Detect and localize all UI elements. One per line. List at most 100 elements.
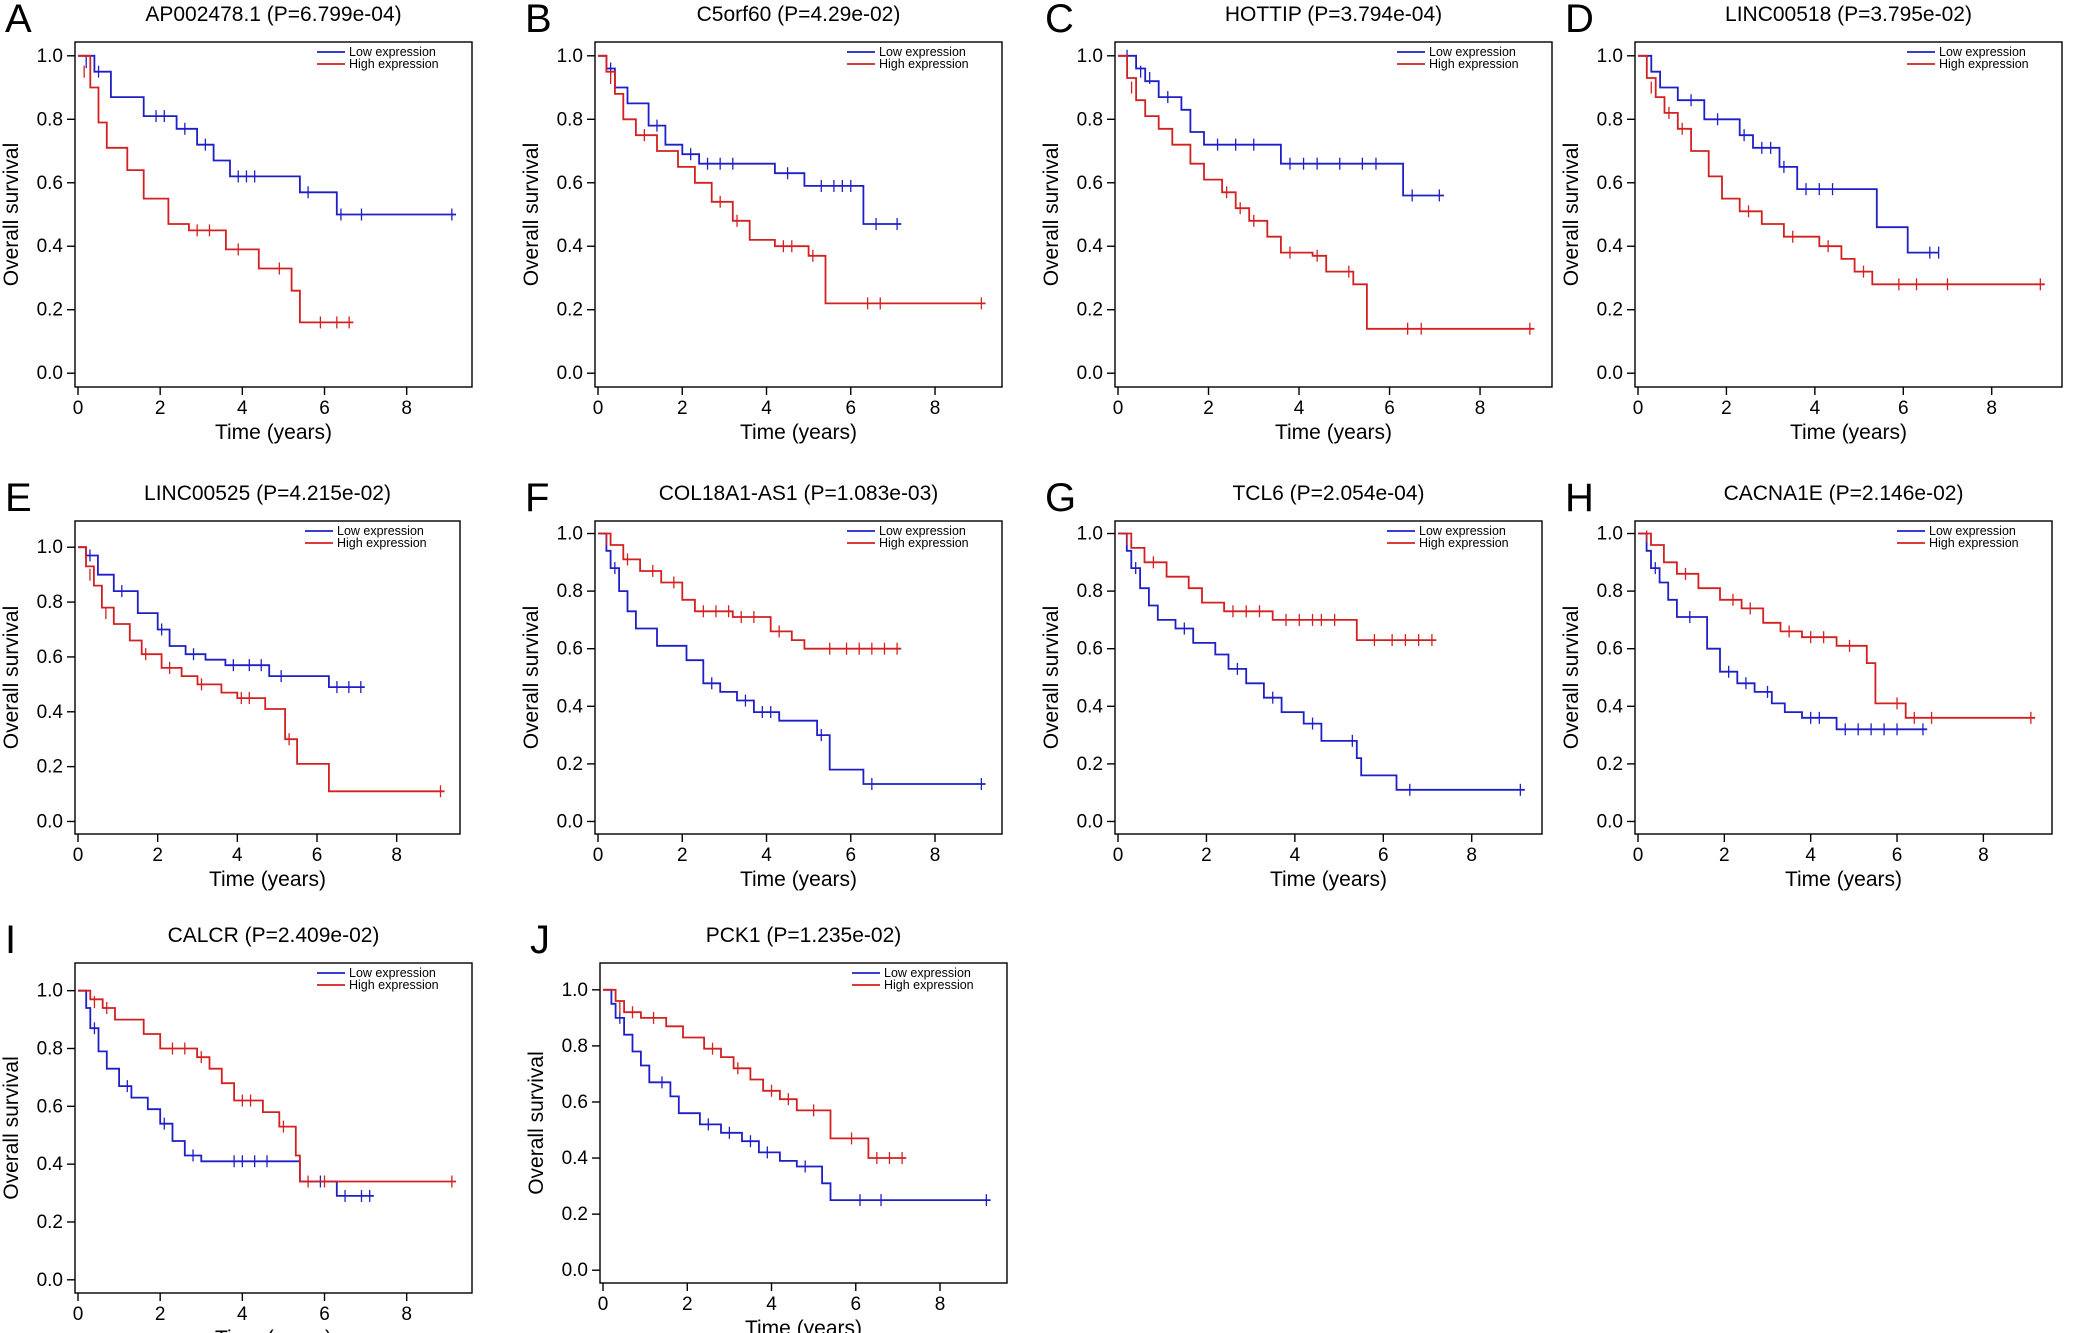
panel-letter: J	[530, 918, 550, 962]
panel-letter: D	[1565, 0, 1594, 41]
y-tick-label: 1.0	[1077, 46, 1103, 67]
x-axis-title: Time (years)	[1790, 421, 1907, 444]
x-tick-label: 2	[677, 845, 688, 866]
y-tick-label: 0.2	[557, 300, 583, 321]
y-axis-title: Overall survival	[1560, 143, 1583, 287]
x-tick-label: 2	[677, 398, 688, 419]
x-tick-label: 4	[232, 845, 243, 866]
low-legend-label: Low expression	[1419, 524, 1506, 538]
y-tick-label: 1.0	[557, 46, 583, 67]
y-tick-label: 0.8	[562, 1036, 588, 1057]
y-tick-label: 0.8	[1077, 109, 1103, 130]
plot-frame	[1634, 41, 2063, 388]
x-tick-label: 0	[1113, 398, 1124, 419]
high-legend-label: High expression	[349, 57, 439, 71]
y-axis-title: Overall survival	[520, 143, 543, 287]
plot-frame	[1114, 520, 1543, 835]
panel-title: CACNA1E (P=2.146e-02)	[1724, 482, 1964, 505]
x-tick-label: 6	[1898, 398, 1909, 419]
y-tick-label: 0.4	[562, 1148, 589, 1169]
x-tick-label: 6	[1378, 845, 1389, 866]
x-tick-label: 0	[593, 845, 604, 866]
low-legend-label: Low expression	[349, 966, 436, 980]
y-tick-label: 1.0	[37, 46, 63, 67]
y-tick-label: 0.2	[1597, 754, 1623, 775]
x-tick-label: 6	[845, 845, 856, 866]
km-panel-a: 0.0 0.2 0.4 0.6 0.8 1.0 0 2 4 6 8 Time (years) Overa…	[0, 0, 473, 444]
km-panel-c: 0.0 0.2 0.4 0.6 0.8 1.0 0 2 4 6 8 Time (years) Overa…	[1040, 0, 1553, 444]
y-tick-label: 0.8	[557, 109, 583, 130]
x-tick-label: 4	[1290, 845, 1301, 866]
y-tick-label: 0.4	[557, 696, 584, 717]
y-tick-label: 0.4	[1597, 236, 1624, 257]
panel-letter: A	[5, 0, 32, 41]
y-tick-label: 1.0	[1077, 524, 1103, 545]
y-tick-label: 0.0	[557, 363, 583, 384]
x-axis-title: Time (years)	[740, 421, 857, 444]
high-expression-curve	[1118, 532, 1437, 641]
low-legend-label: Low expression	[1429, 45, 1516, 59]
panel-title: LINC00518 (P=3.795e-02)	[1725, 3, 1972, 26]
y-tick-label: 0.0	[1077, 811, 1103, 832]
y-axis-title: Overall survival	[1040, 143, 1063, 287]
y-tick-label: 0.6	[1597, 639, 1623, 660]
x-tick-label: 8	[930, 845, 941, 866]
y-tick-label: 0.8	[1597, 581, 1623, 602]
low-expression-curve	[78, 989, 374, 1197]
x-tick-label: 6	[319, 398, 330, 419]
x-tick-label: 4	[1810, 398, 1821, 419]
low-expression-curve	[78, 54, 456, 216]
y-axis-title: Overall survival	[1560, 606, 1583, 750]
low-expression-curve	[1118, 532, 1525, 791]
panel-title: LINC00525 (P=4.215e-02)	[144, 482, 391, 505]
x-tick-label: 6	[850, 1294, 861, 1315]
km-panel-i: 0.0 0.2 0.4 0.6 0.8 1.0 0 2 4 6 8 Time (years) Overa…	[0, 918, 473, 1333]
panel-letter: E	[5, 476, 32, 520]
x-tick-label: 8	[930, 398, 941, 419]
low-expression-curve	[78, 546, 365, 688]
y-tick-label: 0.2	[562, 1204, 588, 1225]
x-axis-title: Time (years)	[1275, 421, 1392, 444]
y-tick-label: 0.8	[557, 581, 583, 602]
high-legend-label: High expression	[1929, 536, 2019, 550]
y-tick-label: 0.8	[37, 592, 63, 613]
panel-title: C5orf60 (P=4.29e-02)	[697, 3, 901, 26]
km-panel-e: 0.0 0.2 0.4 0.6 0.8 1.0 0 2 4 6 8 Time (years) Overa…	[0, 476, 461, 891]
plot-frame	[594, 520, 1003, 835]
low-legend-label: Low expression	[879, 45, 966, 59]
panel-letter: H	[1565, 476, 1594, 520]
x-tick-label: 2	[155, 398, 166, 419]
y-tick-label: 0.0	[1597, 363, 1623, 384]
x-tick-label: 4	[761, 398, 772, 419]
x-tick-label: 8	[391, 845, 402, 866]
panel-letter: C	[1045, 0, 1074, 41]
y-tick-label: 0.4	[1077, 236, 1104, 257]
high-expression-curve	[78, 54, 354, 324]
y-axis-title: Overall survival	[0, 1056, 23, 1200]
x-tick-label: 0	[73, 398, 84, 419]
y-tick-label: 0.6	[1077, 639, 1103, 660]
high-expression-curve	[1638, 532, 2036, 719]
high-legend-label: High expression	[879, 536, 969, 550]
y-tick-label: 1.0	[37, 537, 63, 558]
y-tick-label: 1.0	[562, 980, 588, 1001]
plot-frame	[594, 41, 1003, 388]
x-tick-label: 6	[319, 1304, 330, 1325]
y-tick-label: 0.0	[1077, 363, 1103, 384]
y-tick-label: 0.6	[1597, 173, 1623, 194]
y-tick-label: 0.6	[1077, 173, 1103, 194]
x-tick-label: 2	[682, 1294, 693, 1315]
x-axis-title: Time (years)	[215, 1327, 332, 1333]
x-tick-label: 4	[1805, 845, 1816, 866]
y-tick-label: 0.8	[1077, 581, 1103, 602]
y-tick-label: 0.4	[37, 1154, 64, 1175]
low-legend-label: Low expression	[884, 966, 971, 980]
x-tick-label: 0	[73, 1304, 84, 1325]
km-panel-h: 0.0 0.2 0.4 0.6 0.8 1.0 0 2 4 6 8 Time (years) Overa…	[1560, 476, 2053, 891]
